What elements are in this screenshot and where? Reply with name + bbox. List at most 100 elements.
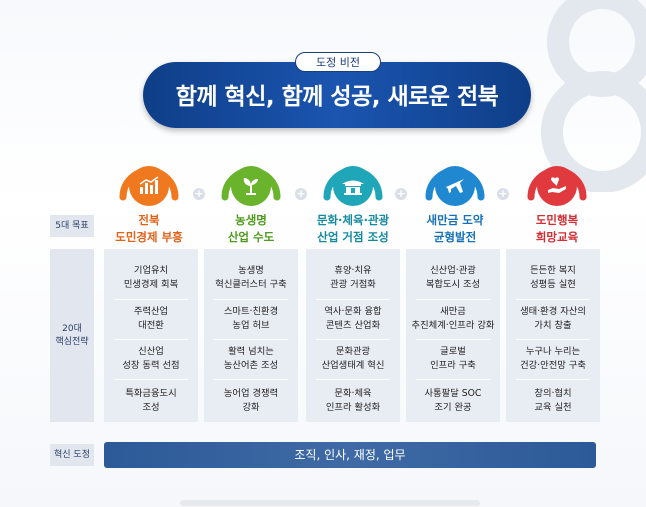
- strategy-line: 조성: [142, 402, 160, 413]
- strategy-line: 조기 완공: [434, 402, 472, 413]
- goal-line: 전북: [138, 213, 160, 227]
- goal-line: 산업 수도: [227, 230, 275, 244]
- strategy-line: 성평등 실현: [530, 279, 576, 290]
- strategy-line: 역사·문화 융합: [324, 306, 382, 317]
- innovation-bar: 조직, 인사, 재정, 업무: [104, 442, 596, 468]
- divider: [114, 339, 188, 340]
- strategy-item: 사통팔달 SOC 조기 완공: [406, 387, 500, 415]
- plus-icon: +: [295, 187, 307, 200]
- divider: [416, 299, 490, 300]
- hand-heart-icon: [537, 166, 577, 206]
- decorative-eight-icon: [541, 0, 646, 192]
- row-label-strategies-line2: 핵심전략: [55, 336, 89, 347]
- strategy-line: 대전환: [138, 320, 164, 331]
- strategy-item: 활력 넘치는 농산어촌 조성: [204, 345, 298, 373]
- strategy-line: 활력 넘치는: [228, 346, 274, 357]
- strategy-line: 민생경제 회복: [123, 279, 179, 290]
- strategy-item: 농어업 경쟁력 강화: [204, 387, 298, 415]
- sprout-icon: [231, 166, 271, 206]
- row-label-strategies: 20대 핵심전략: [50, 249, 94, 422]
- goal-title-4: 새만금 도약 균형발전: [402, 212, 508, 246]
- strategy-line: 농어업 경쟁력: [223, 388, 279, 399]
- divider: [214, 299, 288, 300]
- airplane-icon: [435, 166, 475, 206]
- strategy-line: 신산업: [138, 346, 164, 357]
- strategy-line: 혁신클러스터 구축: [215, 279, 287, 290]
- strategy-line: 건강·안전망 구축: [520, 360, 586, 371]
- strategy-line: 창의·협치: [534, 388, 572, 399]
- strategy-line: 성장 동력 선점: [122, 360, 180, 371]
- strategy-line: 콘텐츠 산업화: [325, 320, 381, 331]
- strategy-line: 가치 창출: [534, 320, 572, 331]
- goal-line: 희망교육: [535, 230, 579, 244]
- goal-title-1: 전북 도민경제 부흥: [96, 212, 202, 246]
- strategy-item: 스마트·친환경 농업 허브: [204, 305, 298, 333]
- divider: [114, 379, 188, 380]
- divider: [516, 379, 590, 380]
- strategy-line: 추진체계·인프라 강화: [411, 320, 495, 331]
- strategy-line: 글로벌: [440, 346, 466, 357]
- goal-line: 새만금 도약: [426, 213, 484, 227]
- goal-title-5: 도민행복 희망교육: [504, 212, 610, 246]
- plus-icon: +: [395, 187, 407, 200]
- plus-icon: +: [193, 187, 205, 200]
- strategy-line: 문화관광: [335, 346, 371, 357]
- factory-chart-icon: [129, 166, 169, 206]
- goal-line: 농생명: [235, 213, 267, 227]
- strategy-line: 인프라 구축: [430, 360, 476, 371]
- strategy-line: 교육 실천: [534, 402, 572, 413]
- strategy-line: 기업유치: [133, 265, 169, 276]
- goal-line: 균형발전: [433, 230, 477, 244]
- divider: [316, 299, 390, 300]
- row-label-innovation: 혁신 도정: [50, 444, 94, 466]
- strategy-line: 농생명: [238, 265, 264, 276]
- divider: [214, 339, 288, 340]
- vision-tag: 도정 비전: [295, 52, 381, 72]
- strategy-line: 인프라 활성화: [325, 402, 381, 413]
- strategy-line: 농업 허브: [232, 320, 270, 331]
- strategy-line: 복합도시 조성: [425, 279, 481, 290]
- goal-line: 도민행복: [535, 213, 579, 227]
- goal-line: 문화·체육·관광: [316, 213, 390, 227]
- row-label-goals: 5대 목표: [50, 215, 94, 237]
- strategy-line: 휴양·치유: [334, 265, 372, 276]
- divider: [316, 339, 390, 340]
- divider: [516, 299, 590, 300]
- strategy-line: 특화금융도시: [125, 388, 177, 399]
- strategy-line: 생태·환경 자산의: [520, 306, 586, 317]
- strategy-line: 누구나 누리는: [525, 346, 581, 357]
- plus-icon: +: [497, 187, 509, 200]
- goal-title-3: 문화·체육·관광 산업 거점 조성: [300, 212, 406, 246]
- hanok-icon: [333, 166, 373, 206]
- divider: [316, 379, 390, 380]
- goal-line: 도민경제 부흥: [115, 230, 183, 244]
- strategy-line: 신산업·관광: [430, 265, 476, 276]
- strategy-line: 새만금: [440, 306, 466, 317]
- goal-line: 산업 거점 조성: [317, 230, 389, 244]
- strategy-line: 산업생태계 혁신: [321, 360, 385, 371]
- strategy-line: 관광 거점화: [330, 279, 376, 290]
- strategy-line: 문화·체육: [334, 388, 372, 399]
- strategy-line: 든든한 복지: [530, 265, 576, 276]
- strategy-line: 주력산업: [133, 306, 169, 317]
- row-label-strategies-line1: 20대: [62, 323, 82, 334]
